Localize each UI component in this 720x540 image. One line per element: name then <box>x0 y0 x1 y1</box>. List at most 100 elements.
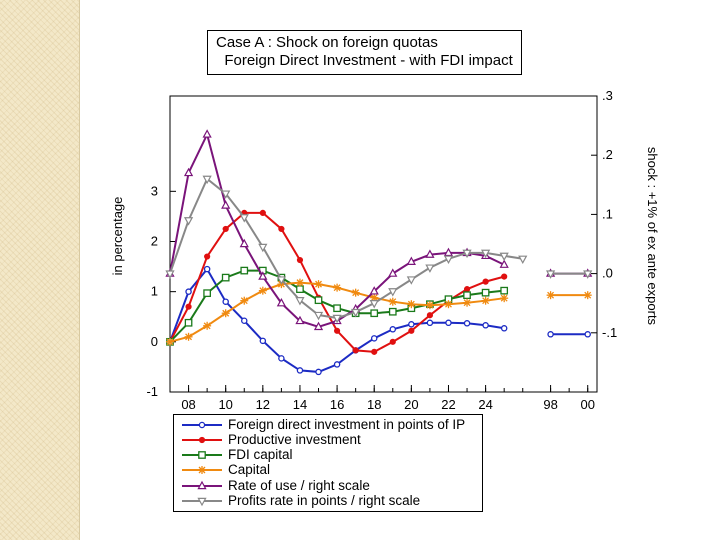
series-4-point <box>369 286 379 295</box>
legend-swatch-capital <box>182 466 222 474</box>
marker-stroke <box>352 289 360 297</box>
marker-stroke <box>333 284 341 292</box>
series-5-point <box>221 190 231 199</box>
series-0-point <box>203 265 211 273</box>
marker-stroke <box>222 309 230 317</box>
series-1-point <box>259 209 266 216</box>
y-tick-label: 1 <box>151 284 158 299</box>
legend-swatch-marker <box>197 497 207 507</box>
marker-stroke <box>500 294 508 302</box>
series-3-point <box>463 298 472 307</box>
y-axis-title: in percentage <box>110 197 125 276</box>
series-3-point <box>258 286 267 295</box>
series-4-point <box>295 315 305 325</box>
legend-swatch-marker <box>198 421 206 429</box>
series-5-point <box>276 276 287 285</box>
marker-stroke <box>296 279 304 287</box>
series-2-point <box>184 318 193 327</box>
marker-stroke <box>426 301 434 309</box>
marker-stroke <box>185 333 193 341</box>
series-1-point <box>389 338 396 345</box>
series-2-point <box>296 285 304 294</box>
marker-stroke <box>198 466 206 474</box>
series-3-steady-point <box>546 291 555 300</box>
marker-stroke <box>166 338 174 346</box>
series-5-point <box>388 288 398 297</box>
series-2-point <box>240 266 249 275</box>
legend-swatch-productive-investment <box>182 436 222 444</box>
legend-swatch-rate-of-use <box>182 480 222 490</box>
chart-legend: Foreign direct investment in points of I… <box>173 414 483 512</box>
series-3-point <box>351 288 360 297</box>
series-2-point <box>463 291 471 300</box>
series-5-point <box>313 311 324 321</box>
series-0-point <box>259 337 267 345</box>
series-0-point <box>222 298 229 305</box>
series-0-point <box>463 320 471 327</box>
series-2-point <box>221 273 230 282</box>
marker-stroke <box>445 300 452 308</box>
series-4-point <box>425 249 435 258</box>
series-0-point <box>500 325 508 332</box>
y2-tick-label: .1 <box>602 206 613 221</box>
series-3-point <box>500 294 509 303</box>
series-4-point <box>258 271 268 280</box>
series-0-point <box>426 319 434 327</box>
x-tick-label: 16 <box>330 397 344 412</box>
series-4-point <box>239 238 249 248</box>
legend-label-rate-of-use: Rate of use / right scale <box>228 478 370 493</box>
series-5-point <box>239 214 249 223</box>
x-tick-label: 20 <box>404 397 418 412</box>
chart-title-box: Case A : Shock on foreign quotas Foreign… <box>207 30 522 75</box>
legend-swatch-marker <box>198 451 206 459</box>
series-5-point <box>518 255 528 265</box>
series-1-point <box>222 225 229 233</box>
series-3-point <box>203 321 212 330</box>
series-3-point <box>221 309 230 318</box>
x-tick-label: 12 <box>256 397 270 412</box>
series-2-point <box>481 288 490 297</box>
series-0-point <box>389 326 397 333</box>
series-3-point <box>333 283 342 292</box>
series-0-point <box>370 335 378 342</box>
legend-swatch-fdi <box>182 421 222 429</box>
series-5-steady-point <box>583 270 593 279</box>
y2-axis-title: shock : +1% of ex ante exports <box>645 147 660 326</box>
series-0-point <box>278 355 285 362</box>
series-4-point <box>183 167 194 177</box>
marker-stroke <box>259 287 267 295</box>
legend-label-productive-investment: Productive investment <box>228 432 361 447</box>
series-3-point <box>425 301 434 310</box>
y-tick-label: -1 <box>146 384 158 399</box>
series-2-point <box>500 286 509 295</box>
series-4-point <box>202 129 212 138</box>
x-tick-label: 22 <box>441 397 455 412</box>
series-2-point <box>314 296 323 305</box>
series-5-point <box>295 297 305 306</box>
series-4-point <box>313 321 324 331</box>
x-tick-label: 10 <box>218 397 232 412</box>
marker-stroke <box>315 280 322 288</box>
series-2-point <box>333 304 341 313</box>
series-3-point <box>444 300 453 309</box>
series-3-point <box>295 278 304 287</box>
x-tick-label: 18 <box>367 397 381 412</box>
series-0-steady-point <box>584 331 591 338</box>
series-0-point <box>185 288 192 295</box>
series-5-point <box>332 314 342 324</box>
series-2-point <box>388 307 397 316</box>
series-1-point <box>482 278 489 285</box>
y-tick-label: 0 <box>151 334 158 349</box>
marker-stroke <box>389 298 397 306</box>
series-5-point <box>351 308 361 318</box>
chart-title-line-2: Foreign Direct Investment - with FDI imp… <box>216 52 513 69</box>
decorative-side-strip <box>0 0 80 540</box>
series-3-point <box>166 337 174 346</box>
legend-swatch-marker <box>197 480 207 490</box>
marker-stroke <box>463 299 471 307</box>
series-0-point <box>315 368 322 376</box>
series-5-point <box>165 270 175 279</box>
series-1-point <box>278 225 285 233</box>
series-3-point <box>184 332 193 341</box>
